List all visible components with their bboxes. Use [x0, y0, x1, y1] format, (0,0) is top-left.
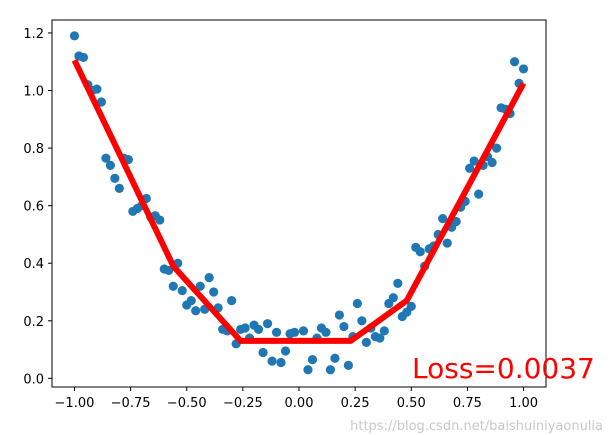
x-tick-label: 1.00	[509, 396, 538, 411]
scatter-point	[101, 153, 111, 163]
x-tick-label: −0.50	[167, 396, 207, 411]
scatter-point	[415, 247, 425, 257]
scatter-point	[92, 84, 102, 94]
x-axis: −1.00 −0.75 −0.50 −0.25 0.00 0.25 0.50 0.75 1.00	[55, 387, 538, 411]
x-tick-label: 0.25	[341, 396, 370, 411]
scatter-point	[177, 285, 187, 296]
scatter-point	[509, 57, 520, 67]
scatter-point	[289, 327, 300, 337]
scatter-point	[339, 321, 349, 332]
scatter-point	[186, 296, 196, 306]
annotations: Loss=0.0037	[412, 352, 595, 385]
watermark-text: https://blog.csdn.net/baishuiniyaonulia	[350, 419, 603, 434]
fit-line	[71, 59, 527, 344]
fit-line-series	[71, 59, 527, 344]
scatter-point	[227, 296, 237, 306]
scatter-point	[492, 143, 502, 153]
scatter-point	[352, 298, 362, 309]
scatter-point	[267, 356, 277, 366]
plot-frame	[51, 19, 547, 388]
scatter-point	[105, 160, 115, 170]
scatter-point	[262, 319, 273, 329]
scatter-point	[487, 157, 497, 168]
y-tick-label: 1.0	[23, 85, 44, 100]
scatter-point	[110, 173, 120, 183]
y-tick-label: 0.2	[23, 315, 44, 330]
scatter-point	[379, 326, 389, 336]
scatter-point	[334, 310, 345, 320]
y-tick-label: 0.6	[23, 200, 44, 215]
loss-annotation: Loss=0.0037	[412, 352, 595, 385]
y-axis: 0.0 0.2 0.4 0.6 0.8 1.0 1.2	[23, 27, 52, 387]
x-tick-label: −0.25	[223, 396, 263, 411]
scatter-point	[204, 273, 214, 283]
scatter-point	[253, 324, 264, 335]
scatter-point	[438, 214, 448, 224]
scatter-point	[303, 365, 313, 375]
scatter-point	[191, 306, 201, 316]
scatter-point	[518, 64, 529, 74]
scatter-point	[195, 281, 205, 291]
y-tick-label: 0.8	[23, 142, 44, 157]
scatter-point	[357, 316, 367, 326]
x-tick-label: 0.75	[453, 396, 482, 411]
scatter-point	[330, 353, 340, 363]
scatter-point	[343, 360, 353, 371]
scatter-point	[375, 333, 385, 343]
scatter-point	[155, 215, 165, 225]
scatter-point	[307, 355, 318, 365]
y-tick-label: 1.2	[23, 27, 44, 42]
scatter-point	[298, 326, 309, 336]
x-tick-label: 0.00	[285, 396, 314, 411]
y-tick-label: 0.4	[23, 257, 44, 272]
scatter-point	[325, 365, 336, 375]
scatter-point	[96, 97, 106, 107]
y-tick-label: 0.0	[23, 372, 44, 387]
scatter-point	[209, 287, 219, 297]
scatter-point	[465, 163, 475, 173]
x-tick-label: −1.00	[55, 396, 95, 411]
scatter-point	[393, 278, 403, 288]
scatter-point	[361, 337, 371, 347]
scatter-point	[321, 327, 331, 337]
scatter-point	[474, 189, 484, 199]
scatter-point	[78, 52, 89, 63]
scatter-point	[271, 327, 282, 337]
scatter-point	[388, 293, 398, 303]
scatter-point	[276, 357, 286, 368]
scatter-point	[168, 281, 178, 291]
scatter-point	[258, 347, 268, 358]
scatter-point	[280, 346, 291, 356]
scatter-point	[406, 301, 416, 312]
x-tick-label: −0.75	[111, 396, 151, 411]
scatter-point	[240, 323, 250, 333]
scatter-point	[469, 156, 479, 166]
scatter-point	[69, 31, 80, 41]
scatter-point	[164, 265, 174, 276]
x-tick-label: 0.50	[397, 396, 426, 411]
scatter-point	[114, 183, 124, 193]
scatter-point	[442, 238, 452, 248]
